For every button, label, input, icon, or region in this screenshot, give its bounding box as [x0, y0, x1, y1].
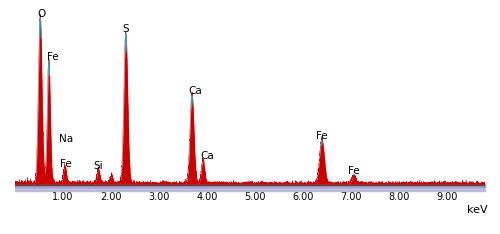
Text: Si: Si	[93, 161, 103, 171]
Bar	[15, 185, 485, 188]
Bar	[15, 188, 485, 190]
Text: Fe: Fe	[316, 131, 328, 141]
Text: keV: keV	[467, 205, 487, 215]
Text: Ca: Ca	[188, 86, 202, 96]
Text: Fe: Fe	[60, 159, 71, 169]
Text: Na: Na	[59, 134, 73, 144]
Text: Fe: Fe	[348, 166, 360, 176]
Text: S: S	[122, 24, 129, 34]
Text: O: O	[37, 9, 46, 19]
Text: Fe: Fe	[47, 52, 58, 62]
Text: Ca: Ca	[200, 151, 214, 161]
